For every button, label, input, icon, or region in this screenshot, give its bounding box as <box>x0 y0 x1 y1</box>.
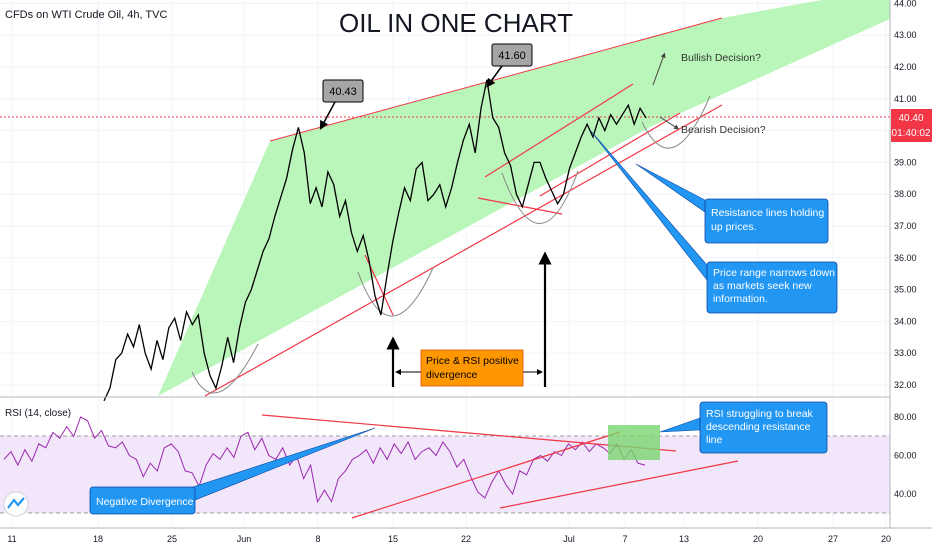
price-tick-label: 42.00 <box>894 62 917 72</box>
peak-label-2: 41.60 <box>491 43 533 67</box>
rsi-tick-label: 40.00 <box>894 489 917 499</box>
time-tick-label: 25 <box>167 534 177 544</box>
price-tick-label: 37.00 <box>894 221 917 231</box>
peak-2-value: 41.60 <box>498 50 526 62</box>
rsi-struggle-line-1: RSI struggling to break <box>706 408 814 420</box>
time-tick-label: Jun <box>237 534 252 544</box>
rsi-tick-label: 80.00 <box>894 412 917 422</box>
rsi-struggle-line-3: line <box>706 434 723 446</box>
rsi-trendlines <box>261 414 739 519</box>
price-range-line-1: Price range narrows down <box>713 267 835 279</box>
peak-1-value: 40.43 <box>329 86 357 98</box>
rsi-highlight-box <box>608 425 660 460</box>
price-tick-label: 34.00 <box>894 316 917 326</box>
price-tick-label: 39.00 <box>894 157 917 167</box>
time-tick-label: 20 <box>881 534 891 544</box>
time-tick-label: 7 <box>622 534 627 544</box>
price-tick-label: 33.00 <box>894 348 917 358</box>
price-tick-label: 43.00 <box>894 30 917 40</box>
price-tick-label: 36.00 <box>894 253 917 263</box>
rsi-series-line <box>3 416 646 504</box>
bullish-label: Bullish Decision? <box>681 52 761 64</box>
time-tick-label: 22 <box>461 534 471 544</box>
peak-1-pointer <box>319 101 336 130</box>
bullish-arrow <box>652 52 666 86</box>
price-tick-label: 41.00 <box>894 94 917 104</box>
chart-title: OIL IN ONE CHART <box>339 8 573 38</box>
bearish-label: Bearish Decision? <box>681 124 766 136</box>
resistance-line-2: up prices. <box>711 221 757 233</box>
rsi-struggle-line-2: descending resistance <box>706 421 811 433</box>
price-tick-label: 44.00 <box>894 0 917 8</box>
time-tick-label: 8 <box>315 534 320 544</box>
price-range-line-2: as markets seek new <box>713 280 812 292</box>
resistance-callout: Resistance lines holding up prices. <box>704 198 829 244</box>
price-tick-label: 38.00 <box>894 189 917 199</box>
last-price-badge <box>891 109 932 142</box>
peak-2-pointer <box>486 65 503 88</box>
cup-arcs <box>191 95 711 394</box>
last-price-value: 40.40 <box>898 113 923 124</box>
rsi-callout-pointer <box>659 417 701 433</box>
tradingview-logo[interactable] <box>3 491 29 517</box>
price-trendlines <box>204 83 723 397</box>
time-tick-label: 18 <box>93 534 103 544</box>
rsi-axis-ticks: 40.00 60.00 80.00 <box>894 412 917 499</box>
time-tick-label: 20 <box>753 534 763 544</box>
resistance-line-1: Resistance lines holding <box>711 207 824 219</box>
divergence-line-1: Price & RSI positive <box>426 355 519 367</box>
rsi-tick-label: 60.00 <box>894 451 917 461</box>
time-tick-label: 13 <box>679 534 689 544</box>
wedge-upper-line <box>269 17 723 142</box>
price-series-line <box>103 79 647 402</box>
bearish-arrow <box>659 116 680 130</box>
price-range-callout: Price range narrows down as markets seek… <box>706 261 838 314</box>
price-tick-label: 32.00 <box>894 380 917 390</box>
symbol-title[interactable]: CFDs on WTI Crude Oil, 4h, TVC <box>5 9 167 21</box>
time-axis-ticks: 11 18 25 Jun 8 15 22 Jul 7 13 20 27 20 <box>7 534 891 544</box>
negative-divergence-label: Negative Divergence <box>96 496 194 508</box>
time-tick-label: 11 <box>7 534 16 544</box>
rsi-legend[interactable]: RSI (14, close) <box>5 408 71 419</box>
price-range-line-3: information. <box>713 293 768 305</box>
negative-divergence-callout: Negative Divergence <box>89 486 196 515</box>
price-tick-label: 35.00 <box>894 285 917 295</box>
divergence-line-2: divergence <box>426 369 478 381</box>
rsi-struggle-callout: RSI struggling to break descending resis… <box>699 401 828 454</box>
time-tick-label: 15 <box>388 534 398 544</box>
divergence-callout: Price & RSI positive divergence <box>420 349 524 387</box>
bar-countdown: 01:40:02 <box>892 128 931 139</box>
peak-label-1: 40.43 <box>322 79 364 103</box>
resistance-callout-pointer <box>635 163 706 213</box>
time-tick-label: 27 <box>828 534 838 544</box>
time-tick-label: Jul <box>563 534 575 544</box>
logo-icon <box>7 497 25 509</box>
price-axis-panel[interactable] <box>890 0 932 528</box>
